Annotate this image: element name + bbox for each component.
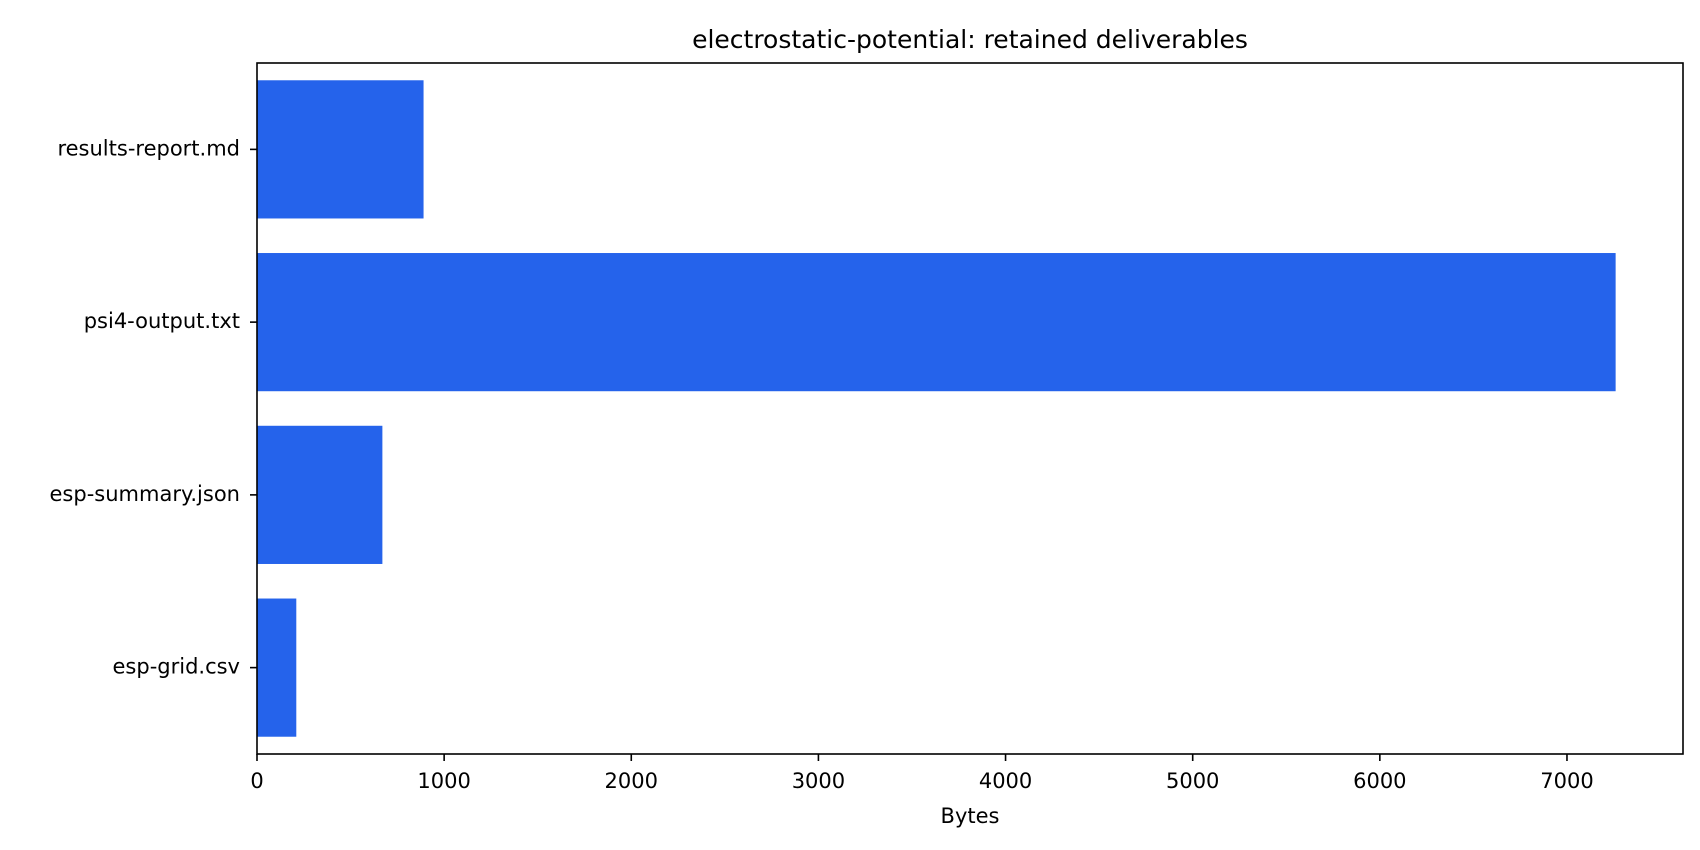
- y-axis-ticks: results-report.md psi4-output.txt esp-summ…: [50, 136, 257, 679]
- x-tick-label: 3000: [792, 769, 845, 793]
- chart-title: electrostatic-potential: retained delive…: [692, 25, 1248, 54]
- bars-group: [257, 80, 1616, 737]
- y-tick-label: psi4-output.txt: [84, 309, 240, 333]
- y-tick-label: esp-summary.json: [50, 482, 240, 506]
- x-tick-label: 4000: [979, 769, 1032, 793]
- bar-esp-grid-csv: [257, 598, 297, 737]
- bar-esp-summary-json: [257, 425, 383, 564]
- x-tick-label: 0: [250, 769, 263, 793]
- x-tick-label: 2000: [605, 769, 658, 793]
- x-tick-label: 7000: [1540, 769, 1593, 793]
- bar-results-report-md: [257, 80, 424, 219]
- bar-psi4-output-txt: [257, 253, 1616, 392]
- x-tick-label: 1000: [417, 769, 470, 793]
- x-axis-ticks: 0 1000 2000 3000 4000 5000 6000 7000: [250, 754, 1594, 793]
- x-tick-label: 5000: [1166, 769, 1219, 793]
- plot-frame: [256, 62, 1684, 755]
- x-axis-label: Bytes: [941, 804, 1000, 828]
- y-tick-label: results-report.md: [57, 136, 240, 160]
- x-tick-label: 6000: [1353, 769, 1406, 793]
- y-tick-label: esp-grid.csv: [113, 655, 241, 679]
